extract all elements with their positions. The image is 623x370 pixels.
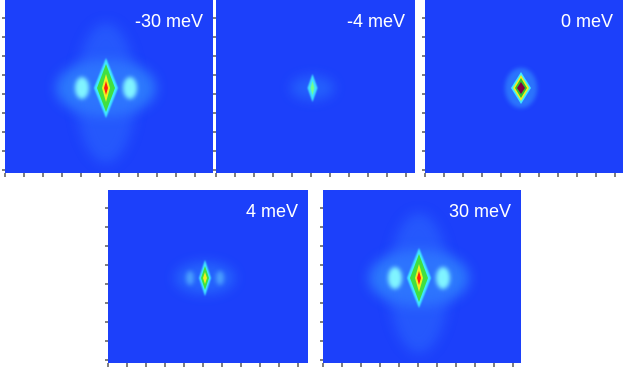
side-lobe <box>186 271 194 285</box>
panel: -30 meV <box>2 0 213 177</box>
panel: -4 meV <box>213 0 415 177</box>
panel-label: 0 meV <box>561 11 613 31</box>
panel: 0 meV <box>422 0 623 177</box>
peak <box>104 81 108 95</box>
side-lobe <box>388 267 402 289</box>
peak <box>417 271 421 285</box>
peak <box>203 272 207 284</box>
panel-label: -30 meV <box>135 11 203 31</box>
peak <box>517 82 525 94</box>
panel: 4 meV <box>105 190 308 367</box>
side-lobe <box>123 77 137 99</box>
peak <box>310 81 315 95</box>
side-lobe <box>216 271 224 285</box>
heatmap <box>56 23 156 163</box>
panel: 30 meV <box>320 190 521 367</box>
heatmap <box>290 74 335 102</box>
side-lobe <box>436 267 450 289</box>
panel-label: -4 meV <box>347 11 405 31</box>
heatmap <box>175 260 235 296</box>
side-lobe <box>75 77 89 99</box>
panel-label: 4 meV <box>246 201 298 221</box>
panel-label: 30 meV <box>449 201 511 221</box>
heatmap <box>505 68 537 108</box>
heatmap <box>369 213 469 353</box>
